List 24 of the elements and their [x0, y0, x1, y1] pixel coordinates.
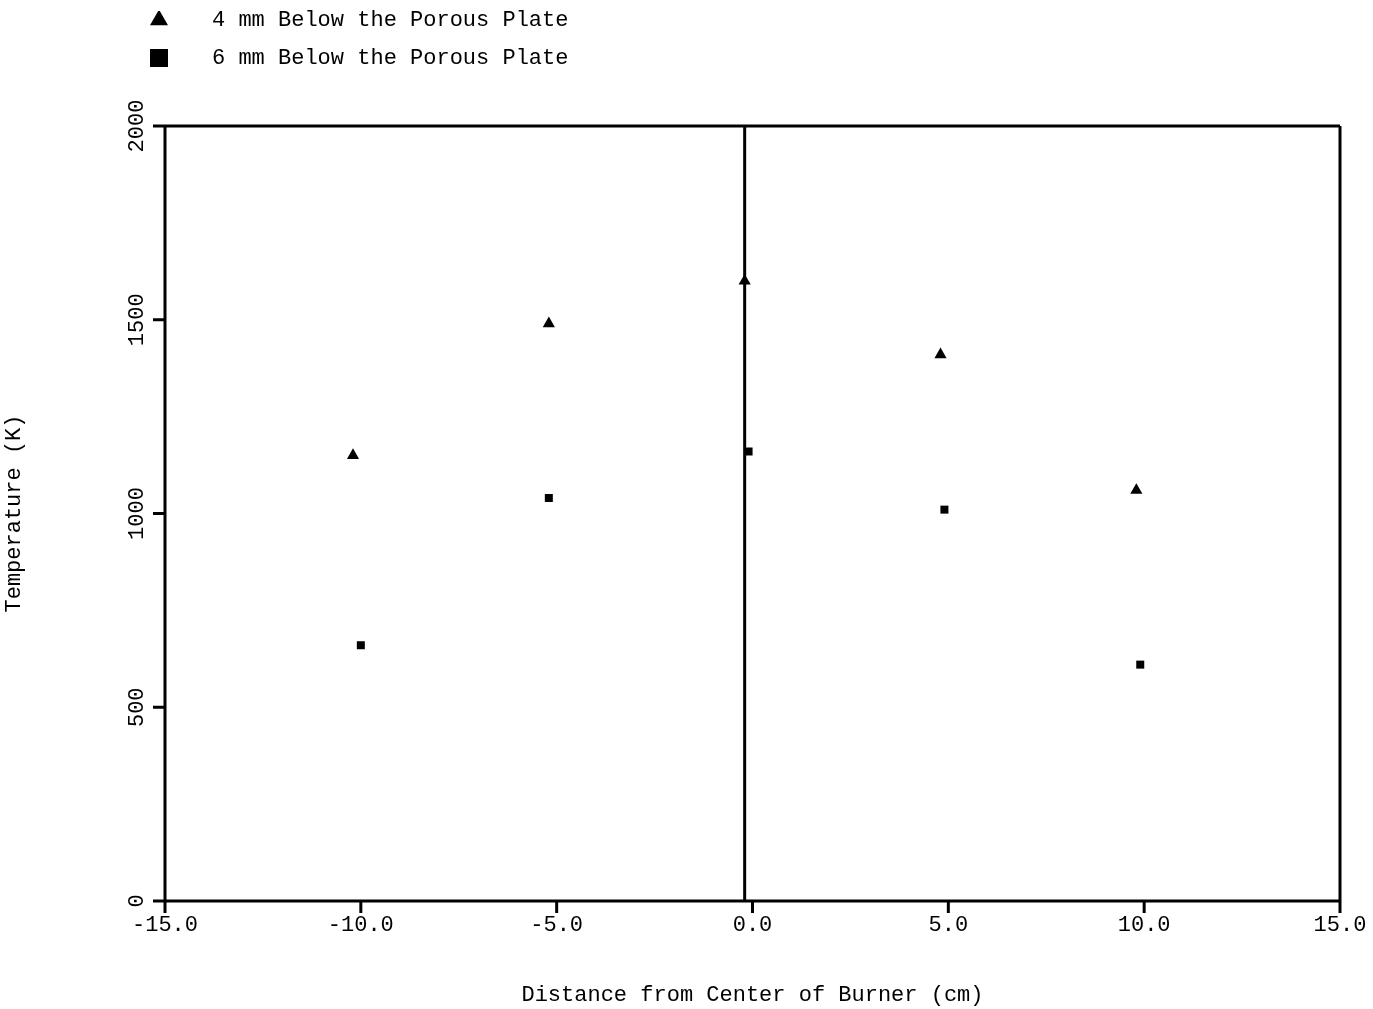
x-tick-label: -15.0	[131, 912, 199, 938]
point	[940, 505, 949, 514]
y-tick-label: 2000	[125, 99, 150, 153]
point	[1130, 483, 1143, 494]
legend-label: 6 mm Below the Porous Plate	[212, 46, 569, 71]
x-tick-label: 5.0	[928, 912, 969, 938]
y-tick-label: 1000	[125, 487, 150, 540]
x-tick-label: 10.0	[1117, 912, 1171, 938]
y-tick-label: 0	[125, 894, 150, 908]
point	[356, 641, 365, 650]
point	[542, 316, 555, 328]
x-tick-label: -5.0	[530, 912, 584, 938]
point	[544, 494, 553, 502]
y-tick-label: 1500	[125, 293, 150, 347]
legend-label: 4 mm Below the Porous Plate	[212, 8, 569, 33]
x-tick-label: -10.0	[327, 912, 394, 938]
x-axis-title: Distance from Center of Burner (cm)	[521, 983, 984, 1008]
point	[1136, 660, 1145, 669]
x-tick-label: 15.0	[1313, 912, 1367, 938]
x-tick-label: 0.0	[732, 912, 773, 938]
point	[934, 347, 947, 359]
y-axis-title: Temperature (K)	[1, 414, 27, 613]
y-tick-label: 500	[125, 687, 150, 728]
point	[346, 448, 360, 459]
